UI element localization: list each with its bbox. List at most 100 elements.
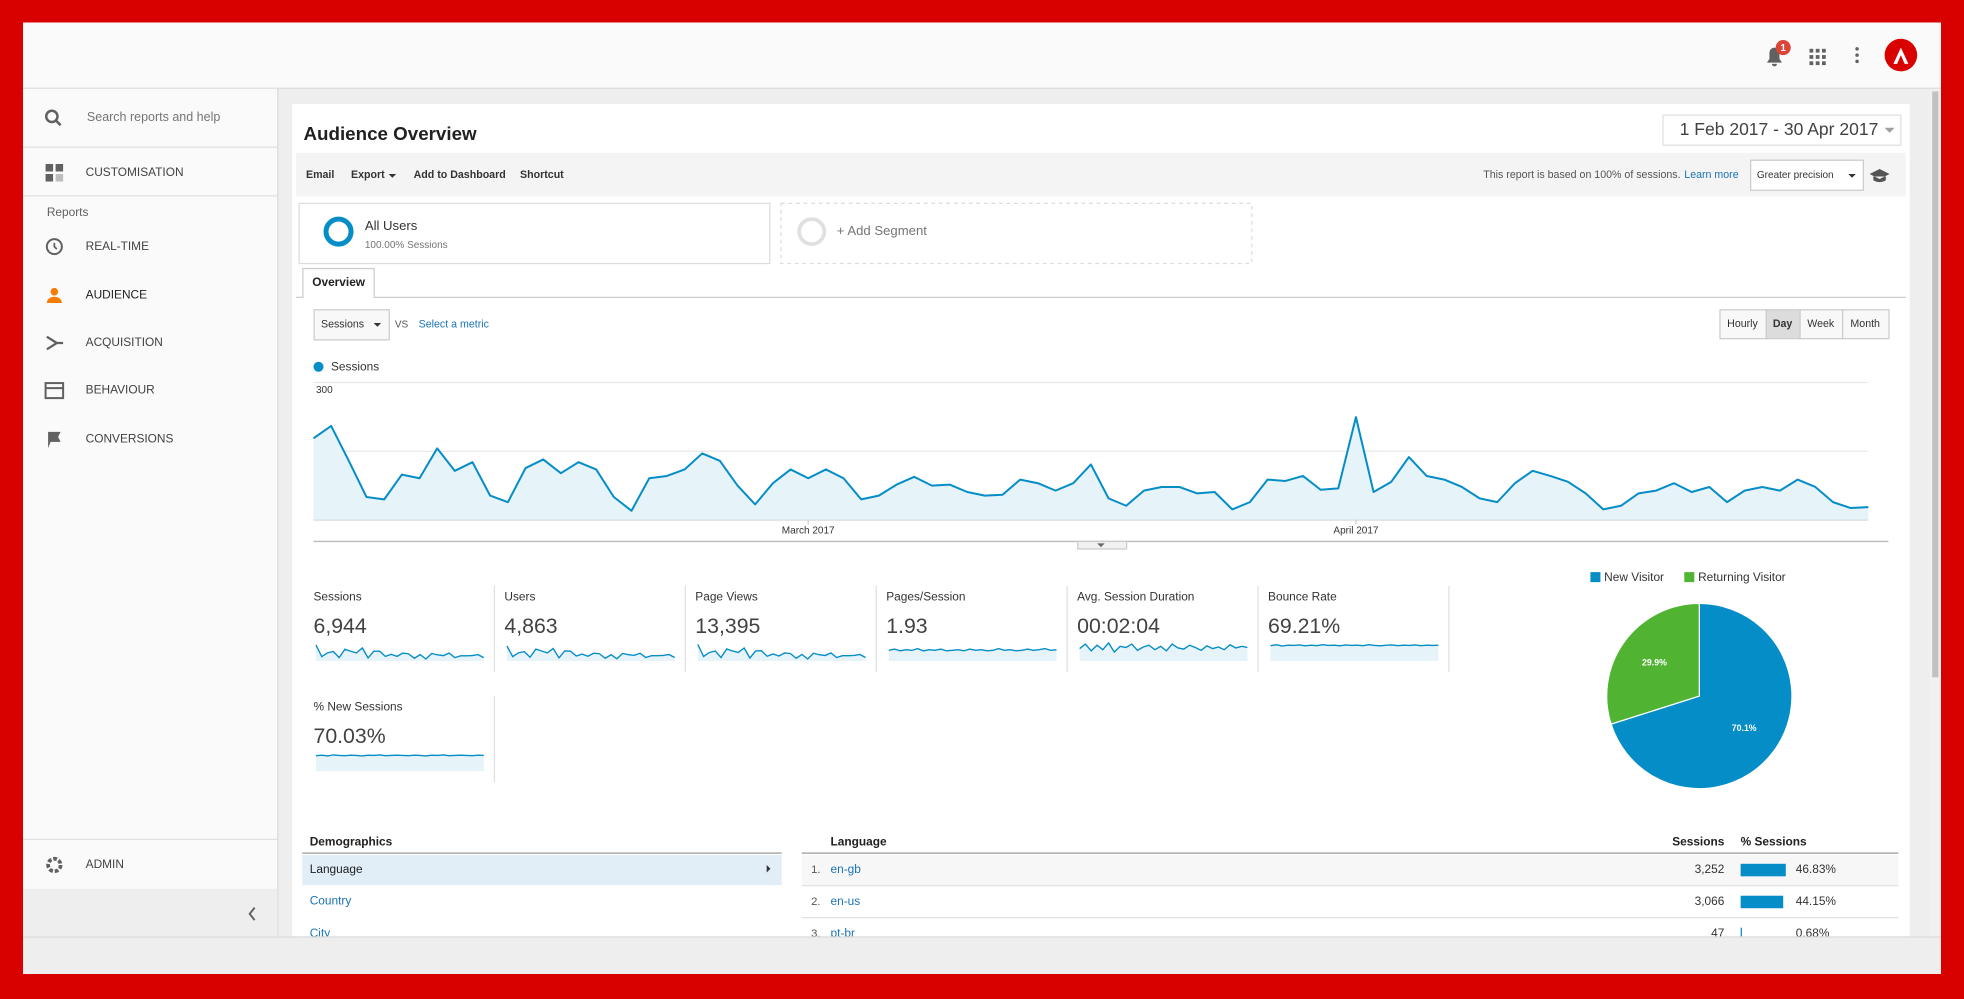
granularity-label: Hourly [1727,318,1758,330]
sparkline-area [697,644,866,661]
nav-icon [53,242,58,250]
apps-icon-dot [1809,48,1814,53]
metric-value: 13,395 [695,614,760,638]
sidebar-collapse[interactable] [23,888,278,937]
legend-swatch [1590,572,1601,583]
granularity-label: Month [1850,318,1880,330]
learn-more-link[interactable]: Learn more [1684,169,1738,181]
overview-tab-label: Overview [312,275,366,289]
scrollbar-thumb[interactable] [1932,91,1939,678]
nav-item[interactable]: AUDIENCE [86,288,147,302]
granularity-label: Day [1773,318,1793,330]
dimension-link[interactable]: Country [310,893,352,907]
nav-icon [44,382,65,400]
pie-slice [1606,602,1700,725]
row-bar [1740,927,1742,941]
metric-value: 1.93 [886,614,927,638]
nav-item[interactable]: ACQUISITION [86,335,163,349]
export-caret [388,174,397,178]
nav-admin[interactable]: ADMIN [86,857,124,871]
customisation-icon [45,174,54,182]
granularity-button[interactable] [1765,309,1801,340]
legend-swatch [1684,572,1695,583]
pie-label: 29.9% [1642,658,1667,668]
date-range[interactable]: 1 Feb 2017 - 30 Apr 2017 [1680,119,1879,139]
sparkline-area [506,645,675,661]
row-sessions: 3,252 [1695,862,1725,876]
legend-label: Sessions [331,360,379,374]
pie-slice [1610,602,1793,790]
row-bar [1740,895,1784,909]
collapse-icon [248,907,256,921]
pie-label: 70.1% [1732,723,1757,733]
row-rank: 3. [811,928,820,940]
row-language[interactable]: en-us [831,894,861,908]
segment-box[interactable] [298,202,771,265]
granularity-label: Week [1807,318,1835,330]
sparkline-area [316,754,484,772]
toolbar-action[interactable]: Email [306,169,334,181]
date-range-picker[interactable] [1662,114,1902,146]
nav-item[interactable]: REAL-TIME [86,239,149,253]
select-metric-link[interactable]: Select a metric [419,319,490,331]
dimension-link[interactable]: Language [310,862,363,876]
table-row [801,886,1899,918]
sparkline [888,647,1057,652]
sparkline [506,645,675,660]
notification-badge [1775,40,1791,56]
nav-item[interactable]: BEHAVIOUR [86,383,155,397]
metric-select-label: Sessions [321,319,364,331]
chart-collapse-caret [1097,543,1105,548]
row-pct: 44.15% [1796,894,1837,908]
table-header: % Sessions [1741,835,1807,849]
segment-name: All Users [365,218,418,233]
report-toolbar [295,152,1906,197]
metric-label: Bounce Rate [1268,589,1337,603]
customisation-icon [55,174,64,182]
add-segment-box[interactable] [780,202,1253,265]
search-input[interactable]: Search reports and help [87,110,220,124]
precision-caret [1848,174,1856,178]
row-pct: 46.83% [1796,862,1837,876]
add-segment[interactable]: + Add Segment [837,223,927,238]
nav-customisation[interactable]: CUSTOMISATION [86,165,184,179]
metric-value: 4,863 [504,614,557,638]
granularity-button[interactable] [1842,309,1890,340]
row-language[interactable]: en-gb [831,862,862,876]
nav-icon [46,335,64,351]
nav-icon [48,431,61,449]
toolbar-action[interactable]: Export [351,169,385,181]
nav-item[interactable]: CONVERSIONS [86,432,174,446]
toolbar-action[interactable]: Add to Dashboard [414,169,506,181]
apps-icon-dot [1822,55,1826,59]
sparkline-area [888,648,1057,661]
segment-detail: 100.00% Sessions [365,240,448,251]
date-range-caret [1884,127,1895,133]
precision-select[interactable] [1750,159,1864,191]
nav-icon [46,296,62,303]
selected-dimension [302,855,782,886]
overview-tab[interactable] [302,267,375,298]
sparkline [315,644,485,660]
sessions-area [313,417,1869,520]
toolbar-action[interactable]: Shortcut [520,169,564,181]
apps-icon-dot [1809,55,1814,59]
customisation-icon [55,163,64,172]
metric-value: 69.21% [1268,614,1340,638]
x-tick-label: April 2017 [1333,525,1378,536]
sparkline [1079,641,1248,654]
table-header: Sessions [1672,835,1725,849]
metric-caret [373,322,382,327]
nav-icon [50,287,59,296]
menu-icon-dot [1855,47,1859,51]
segment-ring [323,216,354,247]
metric-value: 70.03% [313,724,385,748]
y-tick-label: 300 [316,385,333,396]
metric-label: Avg. Session Duration [1077,589,1194,603]
customisation-icon [45,163,54,172]
granularity-button[interactable] [1719,309,1767,340]
apps-icon-dot [1815,61,1820,66]
reports-heading: Reports [47,205,89,219]
demographics-title: Demographics [310,835,393,849]
